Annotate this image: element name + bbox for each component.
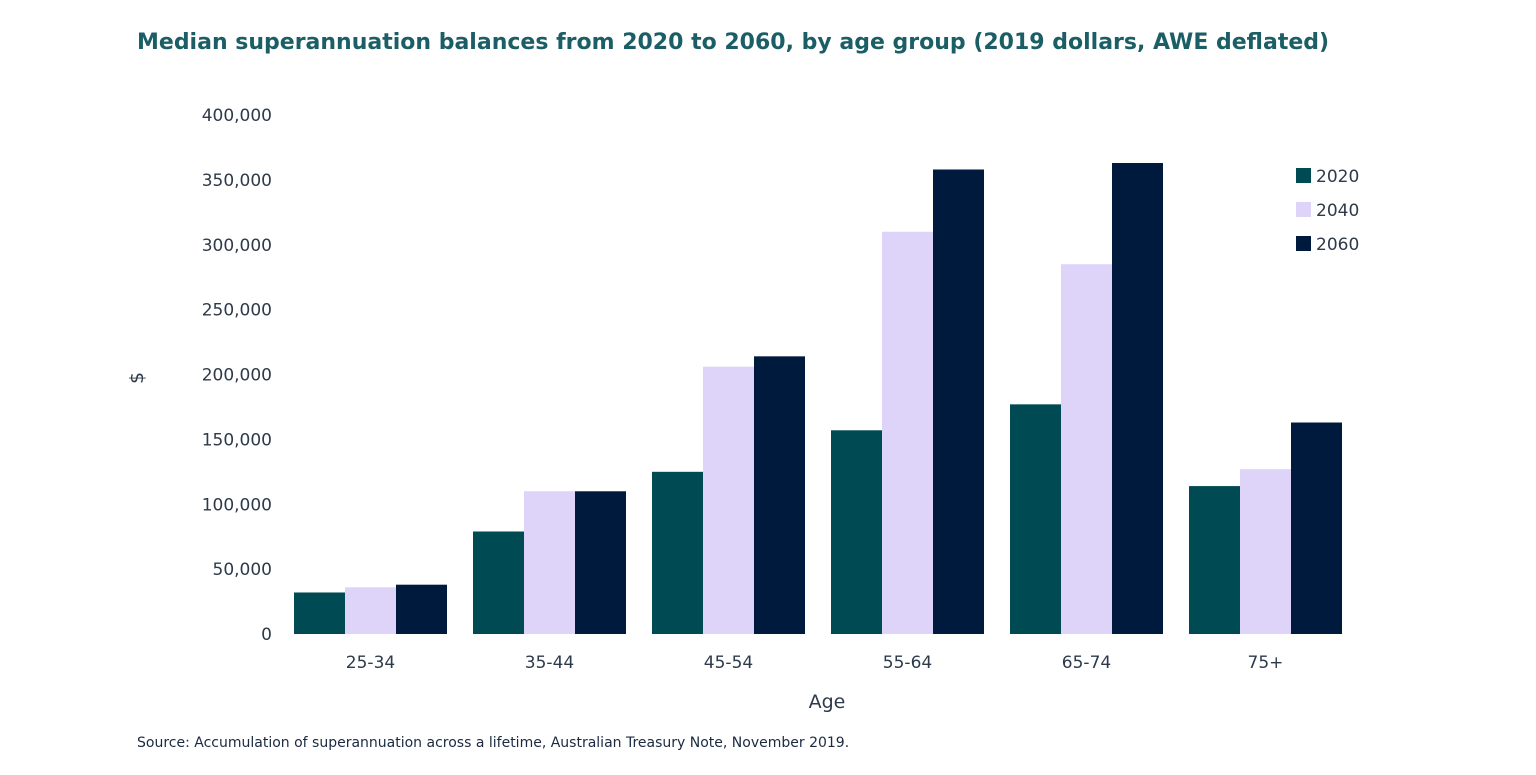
bar-2020-35-44 — [473, 531, 524, 634]
bar-2060-45-54 — [754, 356, 805, 634]
y-tick-label: 150,000 — [202, 430, 272, 450]
x-axis-ticks: 25-34 35-44 45-54 55-64 65-74 75+ — [346, 653, 1284, 673]
x-tick-label: 75+ — [1248, 653, 1284, 673]
bar-2060-65-74 — [1112, 163, 1163, 634]
y-tick-label: 350,000 — [202, 171, 272, 191]
y-tick-label: 250,000 — [202, 301, 272, 321]
bar-group — [294, 163, 1342, 634]
chart-title: Median superannuation balances from 2020… — [137, 30, 1330, 55]
bar-2040-25-34 — [345, 587, 396, 634]
x-tick-label: 55-64 — [883, 653, 932, 673]
legend-swatch-2060 — [1296, 236, 1311, 251]
legend-swatch-2020 — [1296, 168, 1311, 183]
legend-label-2040: 2040 — [1316, 201, 1359, 221]
bar-2040-65-74 — [1061, 264, 1112, 634]
y-tick-label: 100,000 — [202, 495, 272, 515]
bar-2040-75+ — [1240, 469, 1291, 634]
x-axis-label: Age — [809, 691, 846, 713]
y-tick-label: 200,000 — [202, 366, 272, 386]
y-tick-label: 400,000 — [202, 106, 272, 126]
x-tick-label: 35-44 — [525, 653, 574, 673]
x-tick-label: 45-54 — [704, 653, 753, 673]
y-tick-label: 300,000 — [202, 236, 272, 256]
legend-label-2060: 2060 — [1316, 235, 1359, 255]
bar-2020-25-34 — [294, 592, 345, 634]
bar-2020-65-74 — [1010, 404, 1061, 634]
y-axis-ticks: 0 50,000 100,000 150,000 200,000 250,000 300,0… — [202, 106, 272, 645]
bar-2060-35-44 — [575, 491, 626, 634]
x-tick-label: 65-74 — [1062, 653, 1111, 673]
bar-2060-55-64 — [933, 169, 984, 634]
bar-2020-45-54 — [652, 471, 703, 634]
bar-2040-45-54 — [703, 366, 754, 634]
legend-swatch-2040 — [1296, 202, 1311, 217]
y-axis-label: $ — [126, 372, 148, 384]
bar-2040-55-64 — [882, 231, 933, 634]
legend: 2020 2040 2060 — [1296, 167, 1359, 255]
bar-2060-75+ — [1291, 422, 1342, 634]
source-note: Source: Accumulation of superannuation a… — [137, 735, 850, 751]
legend-label-2020: 2020 — [1316, 167, 1359, 187]
x-tick-label: 25-34 — [346, 653, 395, 673]
bar-2040-35-44 — [524, 491, 575, 634]
y-tick-label: 0 — [261, 625, 272, 645]
bar-2060-25-34 — [396, 584, 447, 634]
y-tick-label: 50,000 — [213, 560, 272, 580]
bar-2020-75+ — [1189, 486, 1240, 634]
bar-2020-55-64 — [831, 430, 882, 634]
